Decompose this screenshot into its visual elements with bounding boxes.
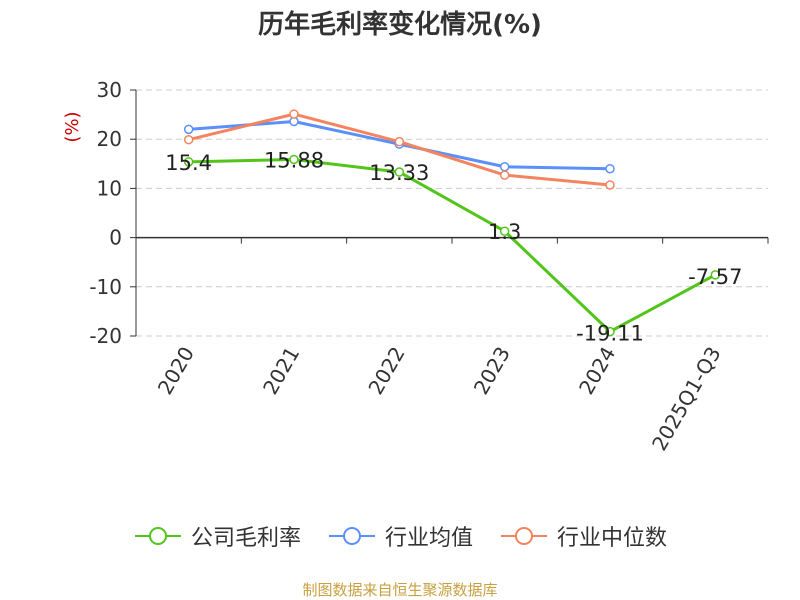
x-tick-label: 2022 [363,343,409,399]
legend-marker-industry-median-icon [501,527,547,545]
data-label: 13.33 [369,161,429,185]
data-source-note: 制图数据来自恒生聚源数据库 [302,581,498,599]
x-tick-label: 2025Q1-Q3 [647,343,726,455]
y-tick-label: 20 [97,127,122,151]
data-point [710,270,721,280]
series-line [188,157,717,334]
legend-marker-industry-mean-icon [328,527,375,545]
legend-label-industry-mean: 行业均值 [384,526,473,551]
legend: 公司毛利率 行业均值 行业中位数 [0,520,800,552]
data-point [289,109,299,119]
data-point [394,167,405,177]
y-tick-label: 0 [109,226,122,250]
x-tick-label: 2020 [153,343,199,399]
data-label: 15.88 [264,148,324,172]
data-point [499,170,510,180]
legend-item-company[interactable]: 公司毛利率 [133,520,301,552]
data-point [605,180,615,190]
data-label: -7.57 [688,265,742,289]
data-point [289,154,299,165]
data-point [183,134,194,145]
y-tick-label: -20 [89,324,122,348]
legend-marker-company-icon [134,527,181,545]
data-point [605,163,615,174]
data-point [499,162,510,172]
x-tick-label: 2024 [574,343,620,399]
y-tick-label: 10 [97,176,122,200]
legend-item-industry-mean[interactable]: 行业均值 [327,520,473,552]
legend-item-industry-median[interactable]: 行业中位数 [499,520,667,552]
legend-label-industry-median: 行业中位数 [557,526,668,551]
y-tick-label: -10 [89,275,122,299]
x-tick-label: 2023 [469,343,515,399]
data-point [183,157,194,167]
data-point [394,136,405,147]
data-point [183,124,194,135]
data-point [499,226,510,236]
legend-label-company: 公司毛利率 [190,526,301,551]
data-label: -19.11 [576,322,644,346]
y-tick-label: 30 [97,78,122,102]
data-label: 15.4 [165,151,212,175]
y-axis-label: (%) [62,111,83,142]
chart-title: 历年毛利率变化情况(%) [258,10,542,40]
data-label: 1.3 [488,220,521,244]
x-tick-label: 2021 [258,343,304,399]
data-point [605,326,615,337]
